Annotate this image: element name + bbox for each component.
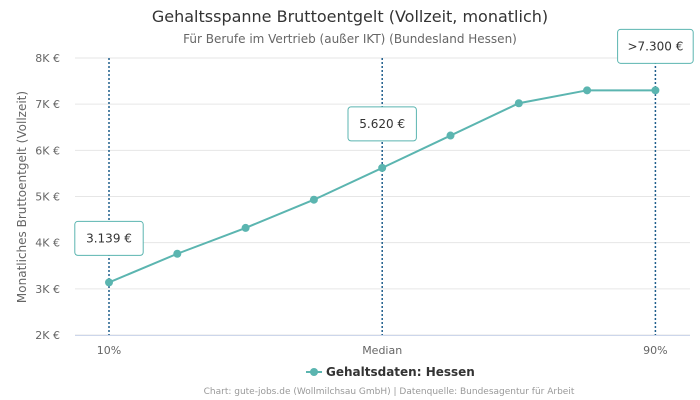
data-labels-layer: 3.139 € 5.620 € >7.300 €	[74, 28, 694, 256]
data-point[interactable]	[446, 131, 455, 140]
data-point[interactable]	[173, 249, 182, 258]
y-tick-label: 4K €	[35, 237, 60, 250]
data-point[interactable]	[378, 163, 387, 172]
data-point[interactable]	[241, 223, 250, 232]
series-layer	[105, 86, 660, 287]
legend[interactable]: Gehaltsdaten: Hessen	[306, 365, 475, 379]
value-callout-text: >7.300 €	[627, 39, 683, 53]
data-point[interactable]	[514, 99, 523, 108]
data-point[interactable]	[309, 195, 318, 204]
y-tick-label: 5K €	[35, 191, 60, 204]
value-callout: 3.139 €	[74, 220, 144, 256]
y-tick-label: 7K €	[35, 98, 60, 111]
value-callout-box	[74, 220, 144, 256]
chart-credits: Chart: gute-jobs.de (Wollmilchsau GmbH) …	[204, 387, 575, 397]
data-point[interactable]	[105, 278, 113, 287]
value-callout: 5.620 €	[347, 106, 417, 142]
y-tick-label: 8K €	[35, 52, 60, 65]
grid-layer: 2K € 3K € 4K € 5K € 6K € 7K € 8K € 10% Median 90%	[35, 52, 690, 357]
value-callout-text: 3.139 €	[86, 231, 132, 245]
y-tick-label: 2K €	[35, 329, 60, 342]
value-callout-box	[617, 28, 694, 64]
value-callout-box	[347, 106, 417, 142]
legend-label[interactable]: Gehaltsdaten: Hessen	[326, 365, 475, 379]
y-tick-label: 3K €	[35, 283, 60, 296]
chart-subtitle: Für Berufe im Vertrieb (außer IKT) (Bund…	[183, 32, 517, 46]
y-tick-label: 6K €	[35, 144, 60, 157]
y-axis-label: Monatliches Bruttoentgelt (Vollzeit)	[15, 91, 29, 303]
chart-title: Gehaltsspanne Bruttoentgelt (Vollzeit, m…	[152, 7, 548, 26]
x-tick-label: Median	[362, 344, 402, 357]
legend-dot-icon	[310, 368, 318, 376]
data-point[interactable]	[651, 86, 660, 95]
x-tick-label: 90%	[643, 344, 667, 357]
value-callout-text: 5.620 €	[359, 117, 405, 131]
value-callout: >7.300 €	[617, 28, 694, 64]
x-tick-label: 10%	[97, 344, 121, 357]
data-point[interactable]	[583, 86, 592, 95]
